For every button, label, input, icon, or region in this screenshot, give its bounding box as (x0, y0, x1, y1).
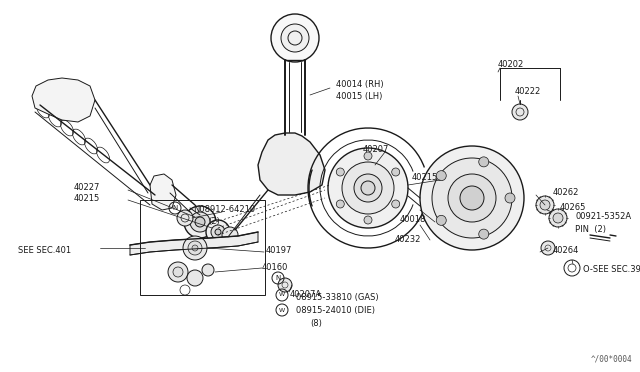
Circle shape (177, 210, 193, 226)
Circle shape (190, 212, 210, 232)
Circle shape (168, 262, 188, 282)
Circle shape (364, 152, 372, 160)
Circle shape (271, 14, 319, 62)
Text: PIN  (2): PIN (2) (575, 225, 606, 234)
Text: 08915-24010 (DIE): 08915-24010 (DIE) (296, 306, 375, 315)
Text: 40015 (LH): 40015 (LH) (336, 92, 382, 101)
Circle shape (184, 206, 216, 238)
Circle shape (479, 157, 489, 167)
Circle shape (420, 146, 524, 250)
Circle shape (173, 267, 183, 277)
Circle shape (192, 245, 198, 251)
Circle shape (540, 200, 550, 210)
Text: 40215: 40215 (412, 173, 438, 182)
Circle shape (278, 278, 292, 292)
Text: 40207: 40207 (363, 145, 389, 154)
Circle shape (549, 209, 567, 227)
Circle shape (211, 225, 225, 239)
Text: W: W (279, 308, 285, 312)
Circle shape (183, 236, 207, 260)
Circle shape (187, 270, 203, 286)
Text: SEE SEC.401: SEE SEC.401 (18, 246, 71, 255)
Text: 40014 (RH): 40014 (RH) (336, 80, 383, 89)
Circle shape (392, 168, 400, 176)
Circle shape (222, 227, 238, 243)
Polygon shape (258, 133, 325, 195)
Text: (2): (2) (208, 217, 220, 226)
Circle shape (328, 148, 408, 228)
Text: 40215: 40215 (74, 194, 100, 203)
Text: (8): (8) (310, 319, 322, 328)
Text: 40207A: 40207A (290, 290, 322, 299)
Circle shape (336, 200, 344, 208)
Circle shape (479, 229, 489, 239)
Circle shape (336, 168, 344, 176)
Circle shape (432, 158, 512, 238)
Text: 40264: 40264 (553, 246, 579, 255)
Circle shape (505, 193, 515, 203)
Text: 00921-5352A: 00921-5352A (575, 212, 631, 221)
Text: 40222: 40222 (515, 87, 541, 96)
Text: 40232: 40232 (395, 235, 421, 244)
Text: 08915-33810 (GAS): 08915-33810 (GAS) (296, 293, 379, 302)
Circle shape (436, 215, 446, 225)
Polygon shape (150, 174, 176, 210)
Circle shape (392, 200, 400, 208)
Circle shape (512, 104, 528, 120)
Text: 40202: 40202 (498, 60, 524, 69)
Text: N: N (172, 205, 178, 211)
Circle shape (460, 186, 484, 210)
Bar (140, 200, 265, 295)
Circle shape (215, 229, 221, 235)
Circle shape (364, 216, 372, 224)
Circle shape (281, 24, 309, 52)
Text: 40262: 40262 (553, 188, 579, 197)
Circle shape (553, 213, 563, 223)
Circle shape (195, 217, 205, 227)
Circle shape (436, 171, 446, 181)
Circle shape (188, 241, 202, 255)
Polygon shape (130, 232, 258, 255)
Circle shape (448, 174, 496, 222)
Text: O-SEE SEC.391: O-SEE SEC.391 (583, 265, 640, 274)
Circle shape (342, 162, 394, 214)
Text: N08912-64210: N08912-64210 (193, 205, 255, 214)
Circle shape (206, 220, 230, 244)
Text: 40160: 40160 (262, 263, 289, 272)
Circle shape (541, 241, 555, 255)
Text: 40197: 40197 (266, 246, 292, 255)
Text: N: N (275, 275, 280, 281)
Circle shape (361, 181, 375, 195)
Text: W: W (279, 292, 285, 298)
Circle shape (202, 264, 214, 276)
Text: ^/00*0004: ^/00*0004 (590, 355, 632, 364)
Text: 40265: 40265 (560, 203, 586, 212)
Circle shape (354, 174, 382, 202)
Text: 40018: 40018 (400, 215, 426, 224)
Polygon shape (32, 78, 95, 122)
Text: 40227: 40227 (74, 183, 100, 192)
Circle shape (536, 196, 554, 214)
